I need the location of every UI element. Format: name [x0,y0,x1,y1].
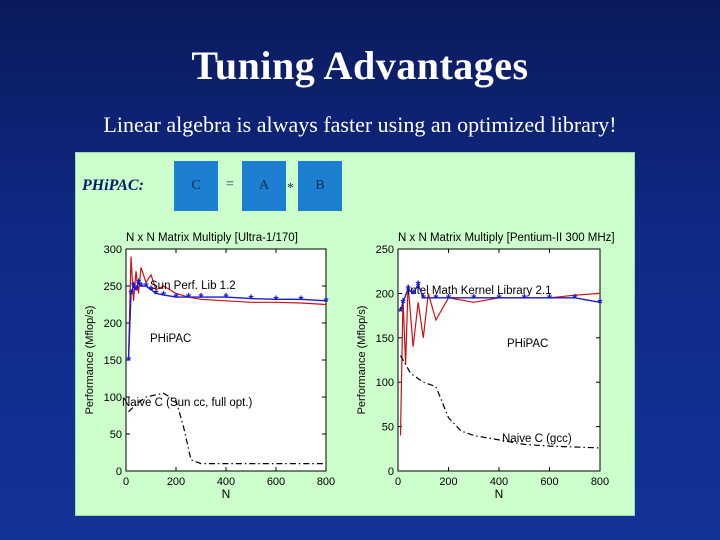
series-point: * [547,291,553,306]
matrix-a-block: A [242,161,286,211]
series-point: * [131,279,137,294]
series-label: Intel Math Kernel Library 2.1 [407,285,551,297]
x-tick-label: 200 [439,476,457,488]
x-axis-label: N [495,487,504,501]
y-tick-label: 50 [382,422,394,434]
y-tick-label: 0 [116,466,122,478]
series-line [127,280,327,361]
y-tick-label: 250 [376,244,394,256]
y-axis-label: Performance (Mflop/s) [84,306,96,415]
chart-title: N x N Matrix Multiply [Ultra-1/170] [126,232,298,244]
y-tick-label: 0 [388,466,394,478]
series-point: * [136,275,142,290]
phipac-label: PHiPAC: [82,177,144,194]
series-point: * [522,291,528,306]
series-point: * [572,291,578,306]
y-tick-label: 300 [104,244,122,256]
series-point: * [496,291,502,306]
x-tick-label: 600 [267,476,285,488]
series-point: * [433,291,439,306]
series-point: * [597,295,603,310]
y-tick-label: 100 [104,392,122,404]
series-point: * [173,290,179,305]
matrix-b-block: B [298,161,342,211]
series-point: * [126,353,132,368]
x-tick-label: 800 [591,476,609,488]
series-line [128,392,326,465]
y-tick-label: 100 [376,377,394,389]
series-point: * [446,291,452,306]
y-tick-label: 150 [376,333,394,345]
plot-area [397,248,601,472]
series-point: * [273,292,279,307]
series-point: * [153,286,159,301]
series-point: * [161,288,167,303]
series-point: * [138,279,144,294]
series-label: PHiPAC [507,338,548,350]
equals-sign: = [226,177,234,192]
x-tick-label: 0 [395,476,401,488]
series-point: * [323,294,329,309]
series-point: * [471,291,477,306]
ultra-chart: N x N Matrix Multiply [Ultra-1/170] 0 200 4… [84,232,335,501]
x-axis-label: N [222,487,231,501]
y-tick-label: 50 [110,429,122,441]
y-tick-label: 200 [104,318,122,330]
series-point: * [401,295,407,310]
figure-panel: PHiPAC: C = A * B N x N Matrix Multiply … [75,152,635,516]
series-point: * [186,290,192,305]
x-tick-label: 800 [317,476,335,488]
x-tick-label: 400 [217,476,235,488]
series-point: * [198,290,204,305]
series-label: Naive C (Sun cc, full opt.) [122,397,253,409]
y-tick-label: 150 [104,355,122,367]
series-line [399,282,601,312]
x-tick-label: 0 [123,476,129,488]
pentium-chart: N x N Matrix Multiply [Pentium-II 300 MH… [356,232,615,501]
series-point: * [421,291,427,306]
series-line [127,256,327,361]
series-point: * [416,278,422,293]
x-tick-label: 400 [490,476,508,488]
series-point: * [398,304,404,319]
series-point: * [143,279,149,294]
times-sign: * [287,181,294,196]
plot-area [125,248,327,472]
x-tick-label: 600 [540,476,558,488]
series-point: * [411,286,417,301]
y-tick-label: 250 [104,281,122,293]
matrix-c-block: C [174,161,218,211]
series-point: * [223,290,229,305]
y-axis-label: Performance (Mflop/s) [356,306,368,415]
series-point: * [406,282,412,297]
series-point: * [133,283,139,298]
chart-title: N x N Matrix Multiply [Pentium-II 300 MH… [398,232,615,244]
series-point: * [248,292,254,307]
series-label: Sun Perf. Lib 1.2 [150,280,236,292]
y-tick-label: 200 [376,288,394,300]
slide-title: Tuning Advantages [191,43,529,88]
series-point: * [148,283,154,298]
slide-subtitle: Linear algebra is always faster using an… [103,112,617,137]
series-label: Naive C (gcc) [502,433,572,445]
series-label: PHiPAC [150,333,191,345]
series-point: * [128,286,134,301]
x-tick-label: 200 [167,476,185,488]
series-point: * [298,292,304,307]
